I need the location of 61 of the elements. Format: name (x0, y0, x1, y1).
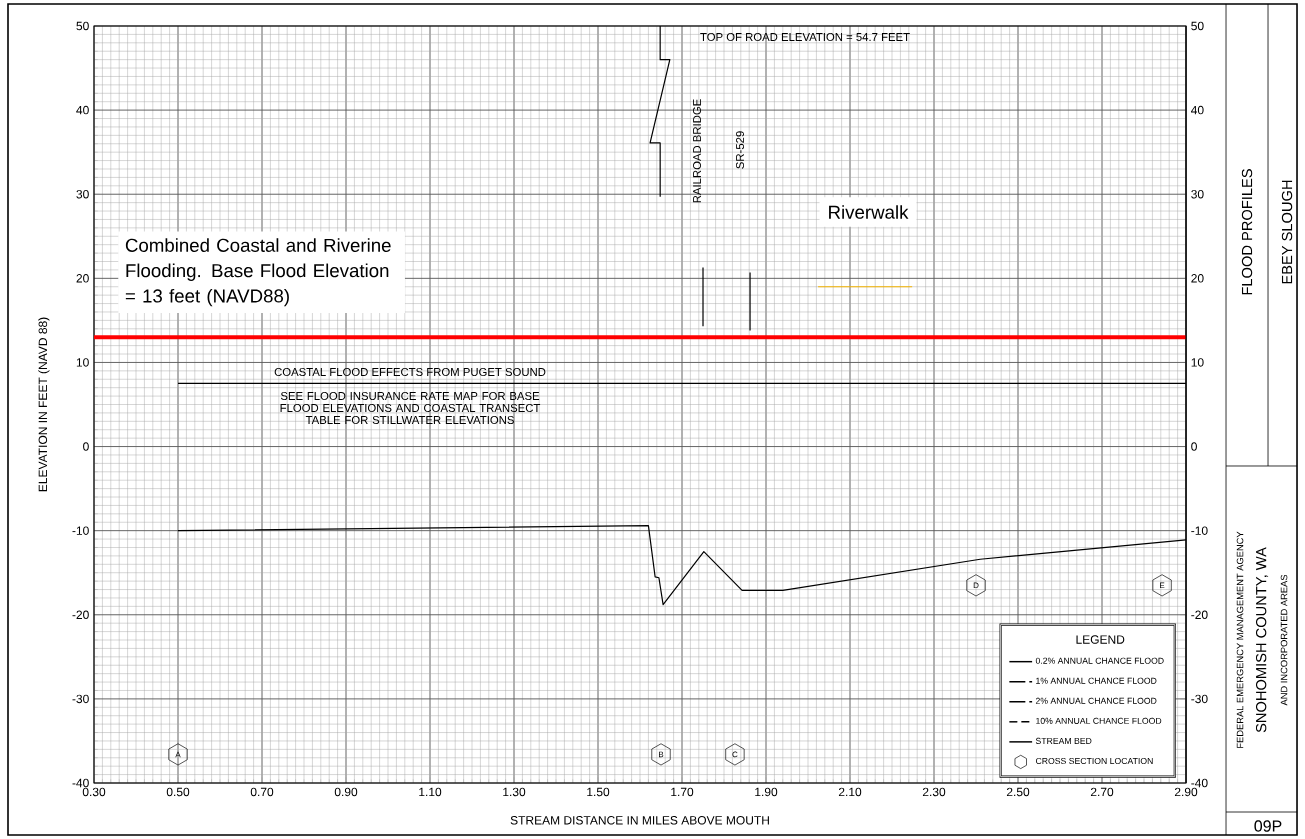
legend-label: 1% ANNUAL CHANCE FLOOD (1036, 677, 1157, 684)
y-tick-label: -40 (72, 778, 89, 788)
x-tick-label: 2.50 (1006, 787, 1030, 797)
annotation: Riverwalk (829, 205, 909, 219)
y-tick-label: 30 (76, 189, 89, 199)
annotation: C (732, 751, 738, 758)
legend-label: 2% ANNUAL CHANCE FLOOD (1035, 697, 1157, 704)
legend-label: 10% ANNUAL CHANCE FLOOD (1036, 717, 1162, 724)
y-tick-label: 50 (76, 21, 89, 31)
annotation: SEE FLOOD INSURANCE RATE MAP FOR BASE FLOOD ELEVATIONS AND COASTAL TRANSECT TABLE FOR STILLWATER ELEVATIONS (280, 391, 541, 424)
y2-tick-label: -30 (1191, 694, 1208, 704)
annotation: TOP OF ROAD ELEVATION = 54.7 FEET (700, 32, 910, 41)
x-tick-label: 1.70 (671, 787, 694, 797)
annotation: RAILROAD BRIDGE (693, 99, 702, 203)
annotation: SR-529 (736, 131, 745, 169)
x-tick-label: 2.70 (1090, 787, 1114, 797)
ref-line-label: Combined Coastal and Riverine Flooding. Base Flood Elevation = 13 feet (NAVD88) (125, 238, 391, 307)
y2-tick-label: -40 (1191, 778, 1208, 788)
y-tick-label: 20 (76, 274, 89, 283)
x-tick-label: 2.30 (922, 787, 946, 797)
legend-label: STREAM BED (1035, 737, 1092, 744)
x-tick-label: 0.50 (166, 787, 190, 797)
x-axis-title: STREAM DISTANCE IN MILES ABOVE MOUTH (510, 816, 769, 825)
legend-label: CROSS SECTION LOCATION (1035, 757, 1153, 765)
annotation: E (1160, 582, 1165, 589)
legend-label: 0.2% ANNUAL CHANCE FLOOD (1035, 657, 1164, 664)
annotation: D (973, 582, 979, 589)
y2-tick-label: 30 (1191, 189, 1204, 199)
y2-tick-label: -20 (1191, 610, 1208, 620)
annotation: COASTAL FLOOD EFFECTS FROM PUGET SOUND (274, 367, 546, 376)
y2-tick-label: 0 (1191, 442, 1197, 451)
legend-title: LEGEND (1076, 635, 1125, 644)
y-tick-label: 40 (76, 105, 89, 115)
y2-tick-label: 40 (1191, 105, 1204, 115)
y2-tick-label: 20 (1191, 274, 1204, 283)
x-tick-label: 1.10 (419, 787, 442, 797)
annotation: B (658, 751, 664, 758)
y-axis-title: ELEVATION IN FEET (NAVD 88) (38, 317, 50, 492)
y-tick-label: -20 (72, 610, 89, 620)
y2-tick-label: -10 (1191, 526, 1208, 535)
x-tick-label: 0.30 (82, 787, 106, 797)
y-tick-label: 10 (76, 358, 89, 367)
y-tick-label: -30 (72, 694, 89, 704)
y-tick-label: 0 (83, 442, 89, 451)
x-tick-label: 1.50 (587, 787, 610, 797)
x-tick-label: 2.10 (838, 787, 862, 797)
x-tick-label: 1.90 (755, 787, 778, 797)
x-tick-label: 1.30 (503, 787, 526, 797)
y2-tick-label: 10 (1191, 358, 1204, 367)
text: EBEY SLOUGH (1281, 180, 1293, 284)
text: FLOOD PROFILES (1241, 169, 1253, 295)
x-tick-label: 0.70 (250, 787, 274, 797)
x-tick-label: 0.90 (334, 787, 358, 797)
text: SNOHOMISH COUNTY, WA (1255, 547, 1269, 733)
text: FEDERAL EMERGENCY MANAGEMENT AGENCY (1236, 531, 1244, 748)
text: 09P (1254, 820, 1282, 832)
annotation: A (175, 751, 181, 758)
x-tick-label: 2.90 (1174, 787, 1198, 797)
text: AND INCORPORATED AREAS (1280, 574, 1288, 706)
y-tick-label: -10 (72, 526, 89, 535)
y2-tick-label: 50 (1191, 21, 1204, 31)
